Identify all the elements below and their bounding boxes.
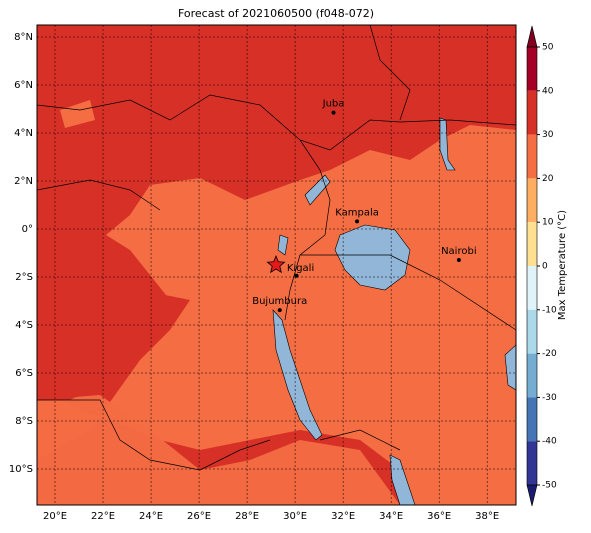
city-marker [331, 110, 336, 115]
colorbar-tick-label: -20 [542, 349, 557, 359]
lat-label: 8°S [15, 416, 33, 427]
city-label: Bujumbura [252, 296, 307, 307]
site-star [266, 254, 286, 274]
lat-label: 4°N [14, 128, 33, 139]
colorbar-band [527, 309, 537, 354]
city-marker [294, 273, 299, 278]
colorbar-band [527, 134, 537, 179]
colorbar-band [527, 222, 537, 266]
colorbar-band [527, 178, 537, 223]
lat-label: 6°S [15, 368, 33, 379]
colorbar-label: Max Temperature (°C) [557, 210, 568, 320]
lon-label: 28°E [235, 511, 259, 522]
lon-label: 34°E [379, 511, 403, 522]
lon-label: 26°E [187, 511, 211, 522]
colorbar-tick-label: 40 [542, 86, 554, 96]
colorbar-tick-label: 20 [542, 174, 554, 184]
lon-label: 22°E [91, 511, 115, 522]
map-fill [37, 25, 516, 505]
lat-label: 4°S [15, 320, 33, 331]
colorbar-band [527, 441, 537, 485]
colorbar-tick-label: -10 [542, 305, 557, 315]
colorbar-band [527, 47, 537, 91]
city-label: Kigali [287, 263, 314, 274]
city-marker [277, 308, 282, 313]
city-label: Kampala [335, 207, 379, 218]
city-marker [456, 257, 461, 262]
colorbar-band [527, 90, 537, 135]
lon-label: 20°E [43, 511, 67, 522]
map-frame [36, 24, 517, 506]
colorbar-band [527, 397, 537, 442]
colorbar-tick-label: -30 [542, 393, 557, 403]
city-label: Nairobi [441, 246, 477, 257]
lat-label: 10°S [9, 464, 33, 475]
colorbar-band [527, 266, 537, 310]
lat-label: 2°N [14, 176, 33, 187]
lat-label: 6°N [14, 80, 33, 91]
lon-label: 38°E [475, 511, 499, 522]
colorbar-tick-label: 50 [542, 43, 554, 53]
city-label: Juba [322, 99, 345, 110]
colorbar-tick-label: -50 [542, 481, 557, 491]
colorbar-tick-label: 30 [542, 130, 554, 140]
lon-label: 36°E [427, 511, 451, 522]
lon-label: 32°E [331, 511, 355, 522]
city-marker [355, 219, 360, 224]
lat-label: 0° [22, 224, 33, 235]
colorbar-tick-label: 0 [542, 262, 548, 272]
lat-label: 8°N [14, 32, 33, 43]
colorbar-band [527, 353, 537, 398]
lon-label: 30°E [283, 511, 307, 522]
lat-label: 2°S [15, 272, 33, 283]
colorbar-tick-label: 10 [542, 218, 554, 228]
lon-label: 24°E [139, 511, 163, 522]
colorbar-tick-label: -40 [542, 437, 557, 447]
colorbar-extend [526, 25, 538, 48]
colorbar-extend [526, 484, 538, 507]
title: Forecast of 2021060500 (f048-072) [178, 7, 374, 20]
